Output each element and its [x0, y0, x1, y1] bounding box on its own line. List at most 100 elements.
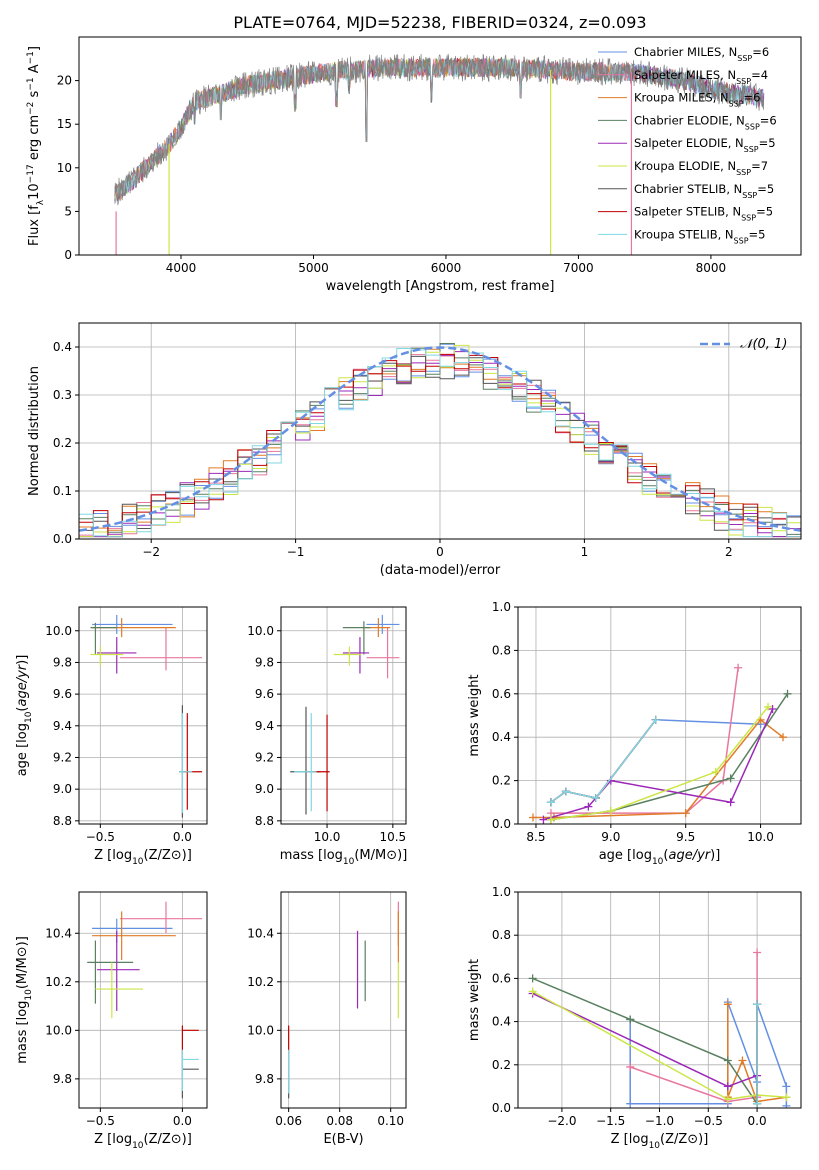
y-tick-label: 20	[57, 74, 72, 88]
errorbar-chabrier_miles	[92, 614, 173, 634]
y-tick-label: 9.4	[255, 719, 274, 733]
errorbar-salpeter_miles	[120, 627, 203, 671]
x-tick-label: 0.0	[748, 1114, 767, 1128]
legend-count: =5	[759, 136, 776, 150]
errorbar-salpeter_elodie	[342, 637, 370, 674]
y-tick-label: 9.6	[255, 687, 274, 701]
normal-curve	[79, 346, 801, 532]
y-axis-label-part: erg cm	[27, 115, 42, 164]
series-marker	[779, 733, 788, 742]
x-tick-label: 5000	[298, 261, 329, 275]
errorbar-chabrier_miles	[92, 918, 173, 943]
x-axis-label-rest: (Z/Z⊙)]	[144, 1132, 192, 1147]
y-tick-label: 10.0	[247, 624, 274, 638]
y-axis-label-part: (	[15, 707, 30, 712]
series-kroupa_miles	[528, 715, 788, 822]
y-tick-label: 10	[57, 161, 72, 175]
plot-area	[528, 663, 792, 824]
x-axis-label-rest: (	[663, 848, 668, 863]
y-tick-label: 9.0	[53, 782, 72, 796]
y-tick-label: 5	[64, 204, 72, 218]
y-tick-label: 0.0	[53, 532, 72, 546]
y-tick-label: 9.8	[53, 1072, 72, 1086]
series-marker	[723, 1000, 732, 1009]
errorbar-kroupa_elodie	[90, 646, 124, 666]
mass-vs-Z-x-label: Z [log10(Z/Z⊙)]	[94, 1132, 192, 1151]
y-tick-label: 8.8	[53, 814, 72, 828]
y-tick-label: 0.2	[492, 774, 511, 788]
series-marker	[782, 1093, 791, 1102]
errorbar-chabrier_miles	[366, 614, 400, 634]
x-tick-label: 8000	[696, 261, 727, 275]
series-marker	[734, 663, 743, 672]
legend-label: Chabrier STELIB, NSSP=5	[634, 182, 774, 200]
spectrum-x-label: wavelength [Angstrom, rest frame]	[326, 279, 555, 294]
legend-item-chabrier_miles: Chabrier MILES, NSSP=6	[598, 45, 769, 63]
age-vs-Z-x-label: Z [log10(Z/Z⊙)]	[94, 848, 192, 867]
series-line	[532, 990, 787, 1101]
legend-count: =5	[756, 205, 773, 219]
panel-weight_vs_age: 8.5 9.0 9.5 10.0 0.0 0.2 0.4 0.6 0.8 1.0 age [log1…	[467, 600, 802, 867]
series-marker	[591, 793, 600, 802]
y-tick-label: 0.6	[492, 971, 511, 985]
x-axis-label-rest: (Z/Z⊙)]	[144, 848, 192, 863]
mass-vs-Z-y-label: mass [log10(M/M⊙)]	[15, 936, 34, 1064]
series-marker	[723, 1095, 732, 1104]
axes-frame	[517, 606, 802, 825]
x-tick-label: 10.0	[314, 830, 341, 844]
legend-item-salpeter_miles: Salpeter MILES, NSSP=4	[598, 68, 768, 85]
y-tick-label: 0.2	[53, 436, 72, 450]
errorbar-chabrier_stelib	[290, 706, 321, 815]
x-tick-label: −0.5	[694, 1114, 723, 1128]
y-tick-label: 10.4	[45, 926, 72, 940]
x-axis-label-sub: 10	[132, 1141, 144, 1151]
series-marker	[539, 815, 548, 824]
y-axis-label-part: Flux [f	[27, 205, 42, 246]
y-tick-label: 10.0	[45, 1023, 72, 1037]
series-marker	[726, 774, 735, 783]
x-tick-label: 0	[436, 545, 444, 559]
spectrum-legend: Chabrier MILES, NSSP=6 Salpeter MILES, NS…	[598, 45, 777, 245]
errorbar-salpeter_elodie	[97, 930, 140, 1011]
axes-frame	[78, 36, 802, 256]
legend-subscript: SSP	[734, 236, 749, 245]
panel-spectrum: 4000 5000 6000 7000 8000 0 5 10 15 20 wavelength […	[26, 36, 802, 294]
legend-label: Salpeter ELODIE, NSSP=5	[634, 136, 776, 154]
series-marker	[546, 798, 555, 807]
series-line	[550, 706, 769, 821]
x-axis-label-sub: 10	[649, 1141, 661, 1151]
series-marker	[764, 702, 773, 711]
y-tick-label: 10.0	[45, 624, 72, 638]
residuals-x-label: (data-model)/error	[380, 563, 501, 578]
series-kroupa_stelib	[753, 1000, 762, 1108]
x-tick-label: 0.06	[275, 1114, 302, 1128]
series-marker	[711, 767, 720, 776]
legend-label: Salpeter STELIB, NSSP=5	[634, 205, 773, 223]
errorbar-kroupa_stelib	[181, 1049, 199, 1092]
series-marker	[626, 1015, 635, 1024]
y-axis-label-part: mass [log	[15, 1001, 30, 1064]
series-line	[532, 977, 758, 1105]
errorbar-salpeter_stelib	[181, 1025, 199, 1055]
errorbar-salpeter_miles	[120, 901, 203, 934]
x-tick-label: 10.5	[379, 830, 406, 844]
series-kroupa_stelib	[546, 715, 660, 807]
legend-count: =5	[749, 227, 766, 241]
series-marker	[561, 787, 570, 796]
x-tick-label: 2	[725, 545, 733, 559]
x-tick-label: 0.08	[326, 1114, 353, 1128]
y-axis-label-part: mass weight	[467, 674, 482, 756]
x-tick-label: 4000	[166, 261, 197, 275]
legend-subscript: SSP	[745, 122, 760, 131]
errorbar-kroupa_stelib	[179, 713, 193, 813]
panel-weight_vs_Z: −2.0 −1.5 −1.0 −0.5 0.0 0.0 0.2 0.4 0.6 0.8 1.0 Z […	[467, 885, 802, 1151]
y-tick-label: 1.0	[492, 885, 511, 899]
x-axis-label-sub: 10	[132, 857, 144, 867]
series-marker	[753, 948, 762, 957]
y-tick-label: 8.8	[255, 814, 274, 828]
legend-label: Chabrier MILES, NSSP=6	[634, 45, 769, 63]
age-vs-mass-x-label: mass [log10(M/M⊙)]	[280, 848, 408, 867]
x-tick-label: 8.5	[526, 830, 545, 844]
errorbar-chabrier_elodie	[342, 621, 371, 655]
y-tick-label: 0.0	[492, 817, 511, 831]
